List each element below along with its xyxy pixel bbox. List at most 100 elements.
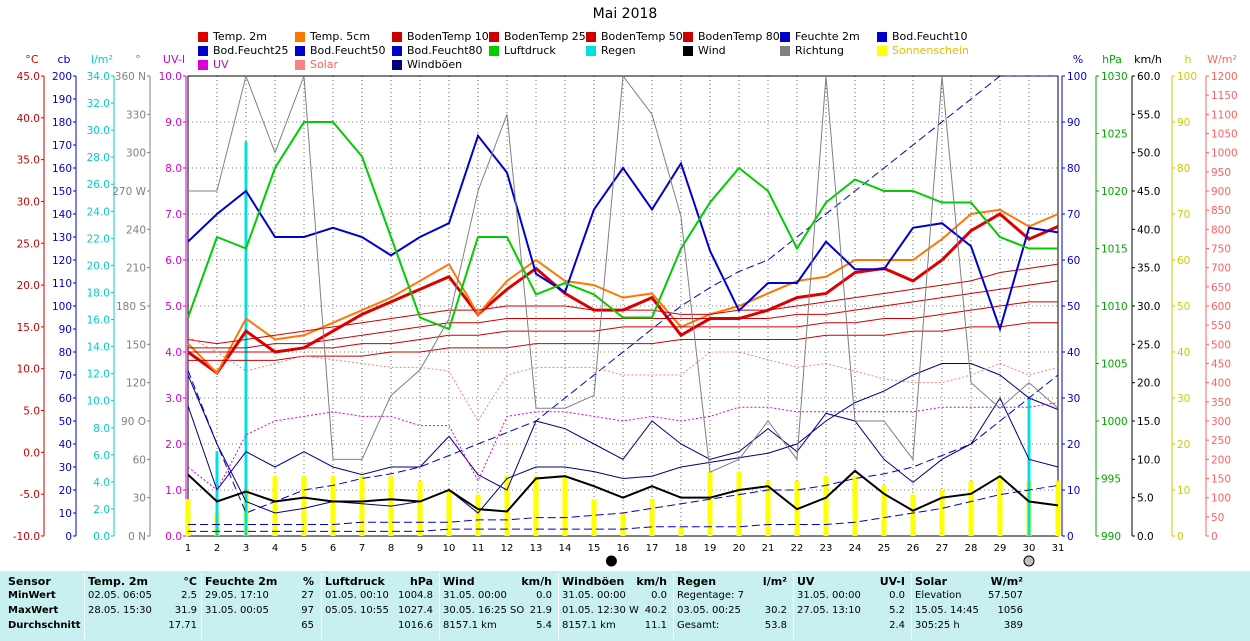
stats-cell-time: 31.05. 00:00 <box>443 590 507 601</box>
x-tick-label: 26 <box>907 543 920 554</box>
legend-label: Feuchte 2m <box>795 30 860 43</box>
axis-tick-label: 90 O <box>121 416 146 428</box>
stats-cell-value: 0.0 <box>889 590 905 601</box>
axis-tick-label: 45.0 <box>1137 186 1160 198</box>
axis-unit-label: °C <box>25 53 39 66</box>
axis-tick-label: 100 <box>52 301 72 313</box>
x-tick-label: 15 <box>588 543 601 554</box>
axis-unit-label: h <box>1185 53 1192 66</box>
axis-tick-label: 9.0 <box>165 117 182 129</box>
bar-regen <box>215 451 219 536</box>
axis-tick-label: 1000 <box>1101 416 1128 428</box>
x-tick-label: 31 <box>1052 543 1065 554</box>
axis-tick-label: 45.0 <box>17 71 40 83</box>
legend-item-uv: UV <box>198 58 229 71</box>
axis-tick-label: 80 <box>59 347 72 359</box>
stats-cell-time: 305:25 h <box>915 620 960 631</box>
stats-separator <box>439 573 440 639</box>
legend-swatch <box>683 31 693 42</box>
bar-sonnenschein <box>533 476 539 536</box>
bar-sonnenschein <box>591 499 597 536</box>
axis-tick-label: 0 <box>65 531 72 543</box>
series-line-windb-en <box>187 396 1059 492</box>
series-line-bod-feucht80 <box>187 75 1058 514</box>
legend-item-sonnenschein: Sonnenschein <box>877 44 969 57</box>
stats-cell-time: 05.05. 10:55 <box>325 605 389 616</box>
stats-column-title: Wind <box>443 575 475 588</box>
axis-tick-label: 8.0 <box>93 423 110 435</box>
axis-tick-label: 5.0 <box>1137 493 1154 505</box>
legend-label: Solar <box>310 58 339 71</box>
x-tick-label: 1 <box>185 543 191 554</box>
axis-tick-label: 1050 <box>1211 129 1238 141</box>
legend-label: Bod.Feucht80 <box>407 44 483 57</box>
axis-tick-label: 10.0 <box>159 71 182 83</box>
axis-tick-label: 10 <box>59 508 72 520</box>
axis-tick-label: 240 <box>126 224 146 236</box>
legend: Temp. 2m Temp. 5cm BodenTemp 10 BodenTemp 2… <box>198 30 1058 74</box>
axis-tick-label: 750 <box>1211 244 1231 256</box>
stats-cell-value: 1016.6 <box>398 620 433 631</box>
legend-label: Richtung <box>795 44 844 57</box>
axis-tick-label: 8.0 <box>165 163 182 175</box>
stats-column-unit: hPa <box>409 575 433 588</box>
axis-tick-label: 995 <box>1101 474 1121 486</box>
axis-tick-label: 22.0 <box>87 233 110 245</box>
axis-tick-label: 26.0 <box>87 179 110 191</box>
axis-tick-label: 6.0 <box>165 255 182 267</box>
stats-separator <box>793 573 794 639</box>
axis-tick-label: 300 <box>1211 416 1231 428</box>
x-tick-label: 5 <box>301 543 307 554</box>
bar-sonnenschein <box>330 476 336 536</box>
axis-unit-label: km/h <box>1134 53 1162 66</box>
axis-tick-label: 0.0 <box>1137 531 1154 543</box>
axis-tick-label: 70 <box>1067 209 1080 221</box>
x-tick-label: 16 <box>617 543 630 554</box>
x-tick-label: 10 <box>443 543 456 554</box>
x-tick-label: 30 <box>1023 543 1036 554</box>
stats-separator <box>84 573 85 639</box>
bar-sonnenschein <box>649 499 655 536</box>
series-line-wind <box>187 469 1059 513</box>
axis-tick-label: 50 <box>1067 301 1080 313</box>
legend-label: Bod.Feucht25 <box>213 44 289 57</box>
legend-item-bodentemp-50: BodenTemp 50 <box>586 30 683 43</box>
bar-sonnenschein <box>562 476 568 536</box>
legend-label: Bod.Feucht50 <box>310 44 386 57</box>
stats-cell-time: 31.05. 00:00 <box>797 590 861 601</box>
axis-tick-label: 40.0 <box>1137 224 1160 236</box>
legend-swatch <box>877 45 887 56</box>
axis-tick-label: 270 W <box>112 186 146 198</box>
axis-tick-label: 20 <box>1177 439 1190 451</box>
axis-tick-label: 180 S <box>116 301 146 313</box>
stats-cell-value: 1056 <box>997 605 1023 616</box>
stats-cell-time: 30.05. 16:25 SO <box>443 605 525 616</box>
stats-cell-value: 1004.8 <box>398 590 433 601</box>
axis-tick-label: 10 <box>1067 485 1080 497</box>
axis-tick-label: 25.0 <box>1137 339 1160 351</box>
stats-separator <box>321 573 322 639</box>
x-tick-label: 3 <box>243 543 249 554</box>
axis-tick-label: 990 <box>1101 531 1121 543</box>
bar-regen <box>244 141 248 536</box>
axis-unit-label: W/m² <box>1207 53 1237 66</box>
bar-sonnenschein <box>852 476 858 536</box>
axis-tick-label: 32.0 <box>87 98 110 110</box>
axis-tick-label: 0 N <box>128 531 146 543</box>
series-line-feuchte-2m <box>187 133 1059 333</box>
axis-tick-label: 12.0 <box>87 369 110 381</box>
axis-tick-label: 80 <box>1067 163 1080 175</box>
stats-row-label: MinWert <box>8 590 56 601</box>
axis-tick-label: 10.0 <box>87 396 110 408</box>
legend-label: BodenTemp 25 <box>504 30 586 43</box>
stats-cell-value: 53.8 <box>764 620 787 631</box>
stats-column-unit: UV-I <box>879 575 905 588</box>
x-tick-label: 21 <box>762 543 775 554</box>
axis-tick-label: 0.0 <box>23 447 40 459</box>
axis-tick-label: 1025 <box>1101 129 1128 141</box>
axis-tick-label: 1030 <box>1101 71 1128 83</box>
stats-cell-value: 389 <box>1003 620 1023 631</box>
x-tick-label: 19 <box>704 543 717 554</box>
axis-tick-label: -10.0 <box>13 531 40 543</box>
axis-tick-label: 80 <box>1177 163 1190 175</box>
